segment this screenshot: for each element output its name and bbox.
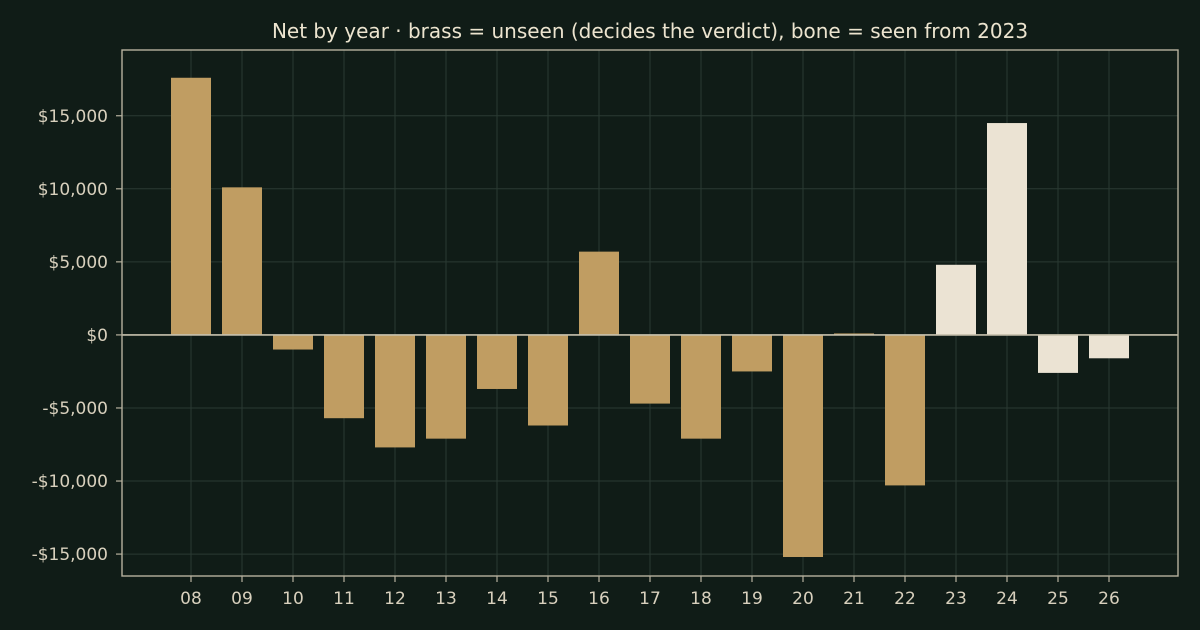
bars-layer [171, 77, 1129, 558]
y-tick-label: -$15,000 [32, 545, 108, 565]
x-tick-label: 21 [843, 589, 865, 609]
bar-12 [375, 334, 415, 448]
x-tick-label: 13 [435, 589, 457, 609]
x-tick-label: 11 [333, 589, 355, 609]
x-tick-label: 09 [231, 589, 253, 609]
x-tick-label: 24 [996, 589, 1018, 609]
x-tick-label: 12 [384, 589, 406, 609]
y-axis-ticks: -$15,000 -$10,000 -$5,000 $0 $5,000 $10,000 $1… [32, 107, 122, 565]
x-tick-label: 25 [1047, 589, 1069, 609]
bar-18 [681, 334, 721, 439]
y-tick-label: $10,000 [38, 180, 108, 200]
bar-23 [936, 264, 976, 335]
bar-15 [528, 334, 568, 426]
bar-14 [477, 334, 517, 389]
y-tick-label: $5,000 [49, 253, 108, 273]
bar-26 [1089, 334, 1129, 359]
x-tick-label: 14 [486, 589, 508, 609]
bar-24 [987, 123, 1027, 335]
x-tick-label: 19 [741, 589, 763, 609]
bar-20 [783, 334, 823, 558]
bar-08 [171, 77, 211, 335]
y-tick-label: -$10,000 [32, 472, 108, 492]
x-tick-label: 15 [537, 589, 559, 609]
bar-11 [324, 334, 364, 419]
x-axis-ticks: 08 09 10 11 12 13 14 15 16 17 18 19 20 21 22 23 24 25 26 [180, 576, 1120, 609]
x-tick-label: 20 [792, 589, 814, 609]
x-tick-label: 17 [639, 589, 661, 609]
y-tick-label: $0 [86, 326, 108, 346]
y-tick-label: $15,000 [38, 107, 108, 127]
bar-16 [579, 251, 619, 335]
x-tick-label: 08 [180, 589, 202, 609]
x-tick-label: 23 [945, 589, 967, 609]
bar-09 [222, 187, 262, 335]
x-tick-label: 18 [690, 589, 712, 609]
x-tick-label: 16 [588, 589, 610, 609]
x-tick-label: 22 [894, 589, 916, 609]
bar-13 [426, 334, 466, 439]
bar-19 [732, 334, 772, 372]
x-tick-label: 10 [282, 589, 304, 609]
bar-17 [630, 334, 670, 404]
y-tick-label: -$5,000 [42, 399, 108, 419]
bar-22 [885, 334, 925, 486]
x-tick-label: 26 [1098, 589, 1120, 609]
bar-10 [273, 334, 313, 350]
chart-title: Net by year · brass = unseen (decides th… [272, 19, 1028, 43]
bar-25 [1038, 334, 1078, 373]
